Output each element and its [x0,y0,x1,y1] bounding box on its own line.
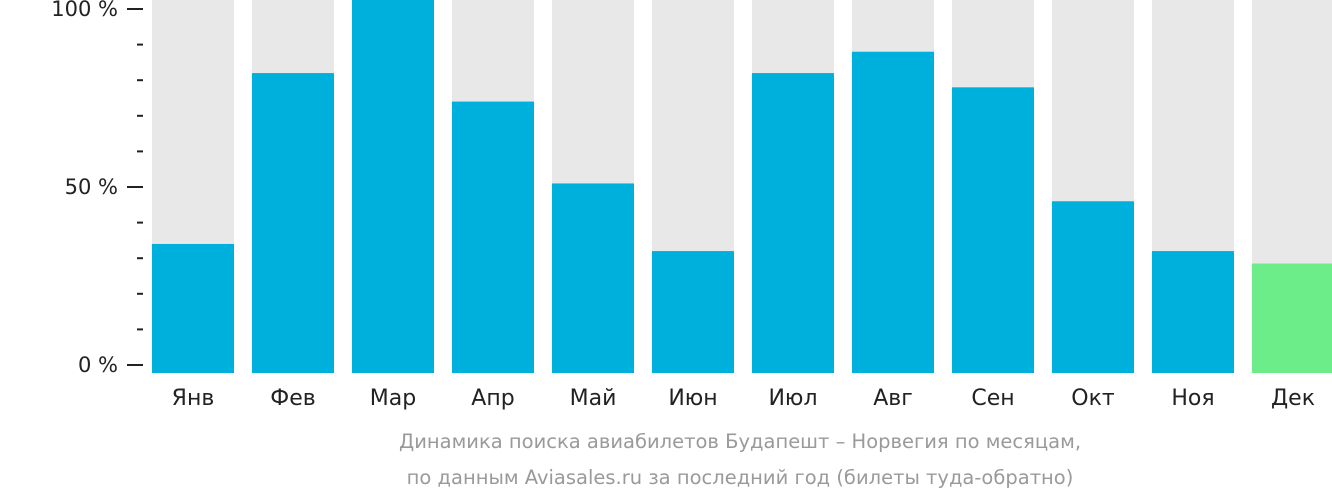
x-tick-label: Мар [370,386,416,411]
bar-10 [1052,201,1134,373]
y-tick-label: 50 % [65,175,118,199]
bar-2 [252,73,334,373]
bar-9 [952,87,1034,373]
x-axis-labels: Янв Фев Мар Апр Май Июн Июл Авг Сен Окт Ноя Дек [172,386,1315,411]
x-tick-label: Май [570,386,617,411]
bar-layer [152,0,1332,373]
y-tick-label: 100 % [51,0,118,21]
x-tick-label: Авг [873,386,913,411]
bar-12 [1252,263,1332,373]
x-tick-label: Июл [768,386,817,411]
x-tick-label: Янв [172,386,215,411]
x-tick-label: Окт [1071,386,1115,411]
x-tick-label: Фев [270,386,315,411]
chart-caption-line-2: по данным Aviasales.ru за последний год … [406,466,1074,489]
bar-8 [852,51,934,373]
bar-3 [352,0,434,373]
bar-7 [752,73,834,373]
bar-4 [452,101,534,373]
y-axis: 0 % 50 % 100 % [51,0,143,377]
bar-6 [652,251,734,373]
x-tick-label: Апр [471,386,514,411]
bar-5 [552,183,634,373]
y-tick-label: 0 % [78,353,118,377]
x-tick-label: Дек [1271,386,1315,411]
bar-1 [152,243,234,373]
x-tick-label: Сен [971,386,1014,411]
x-tick-label: Ноя [1171,386,1214,411]
x-tick-label: Июн [668,386,717,411]
bar-chart: 0 % 50 % 100 % Янв Фев Мар Апр Май Июн Июл Авг Сен… [51,0,1332,411]
chart-caption-line-1: Динамика поиска авиабилетов Будапешт – Н… [398,430,1082,453]
bar-11 [1152,251,1234,373]
